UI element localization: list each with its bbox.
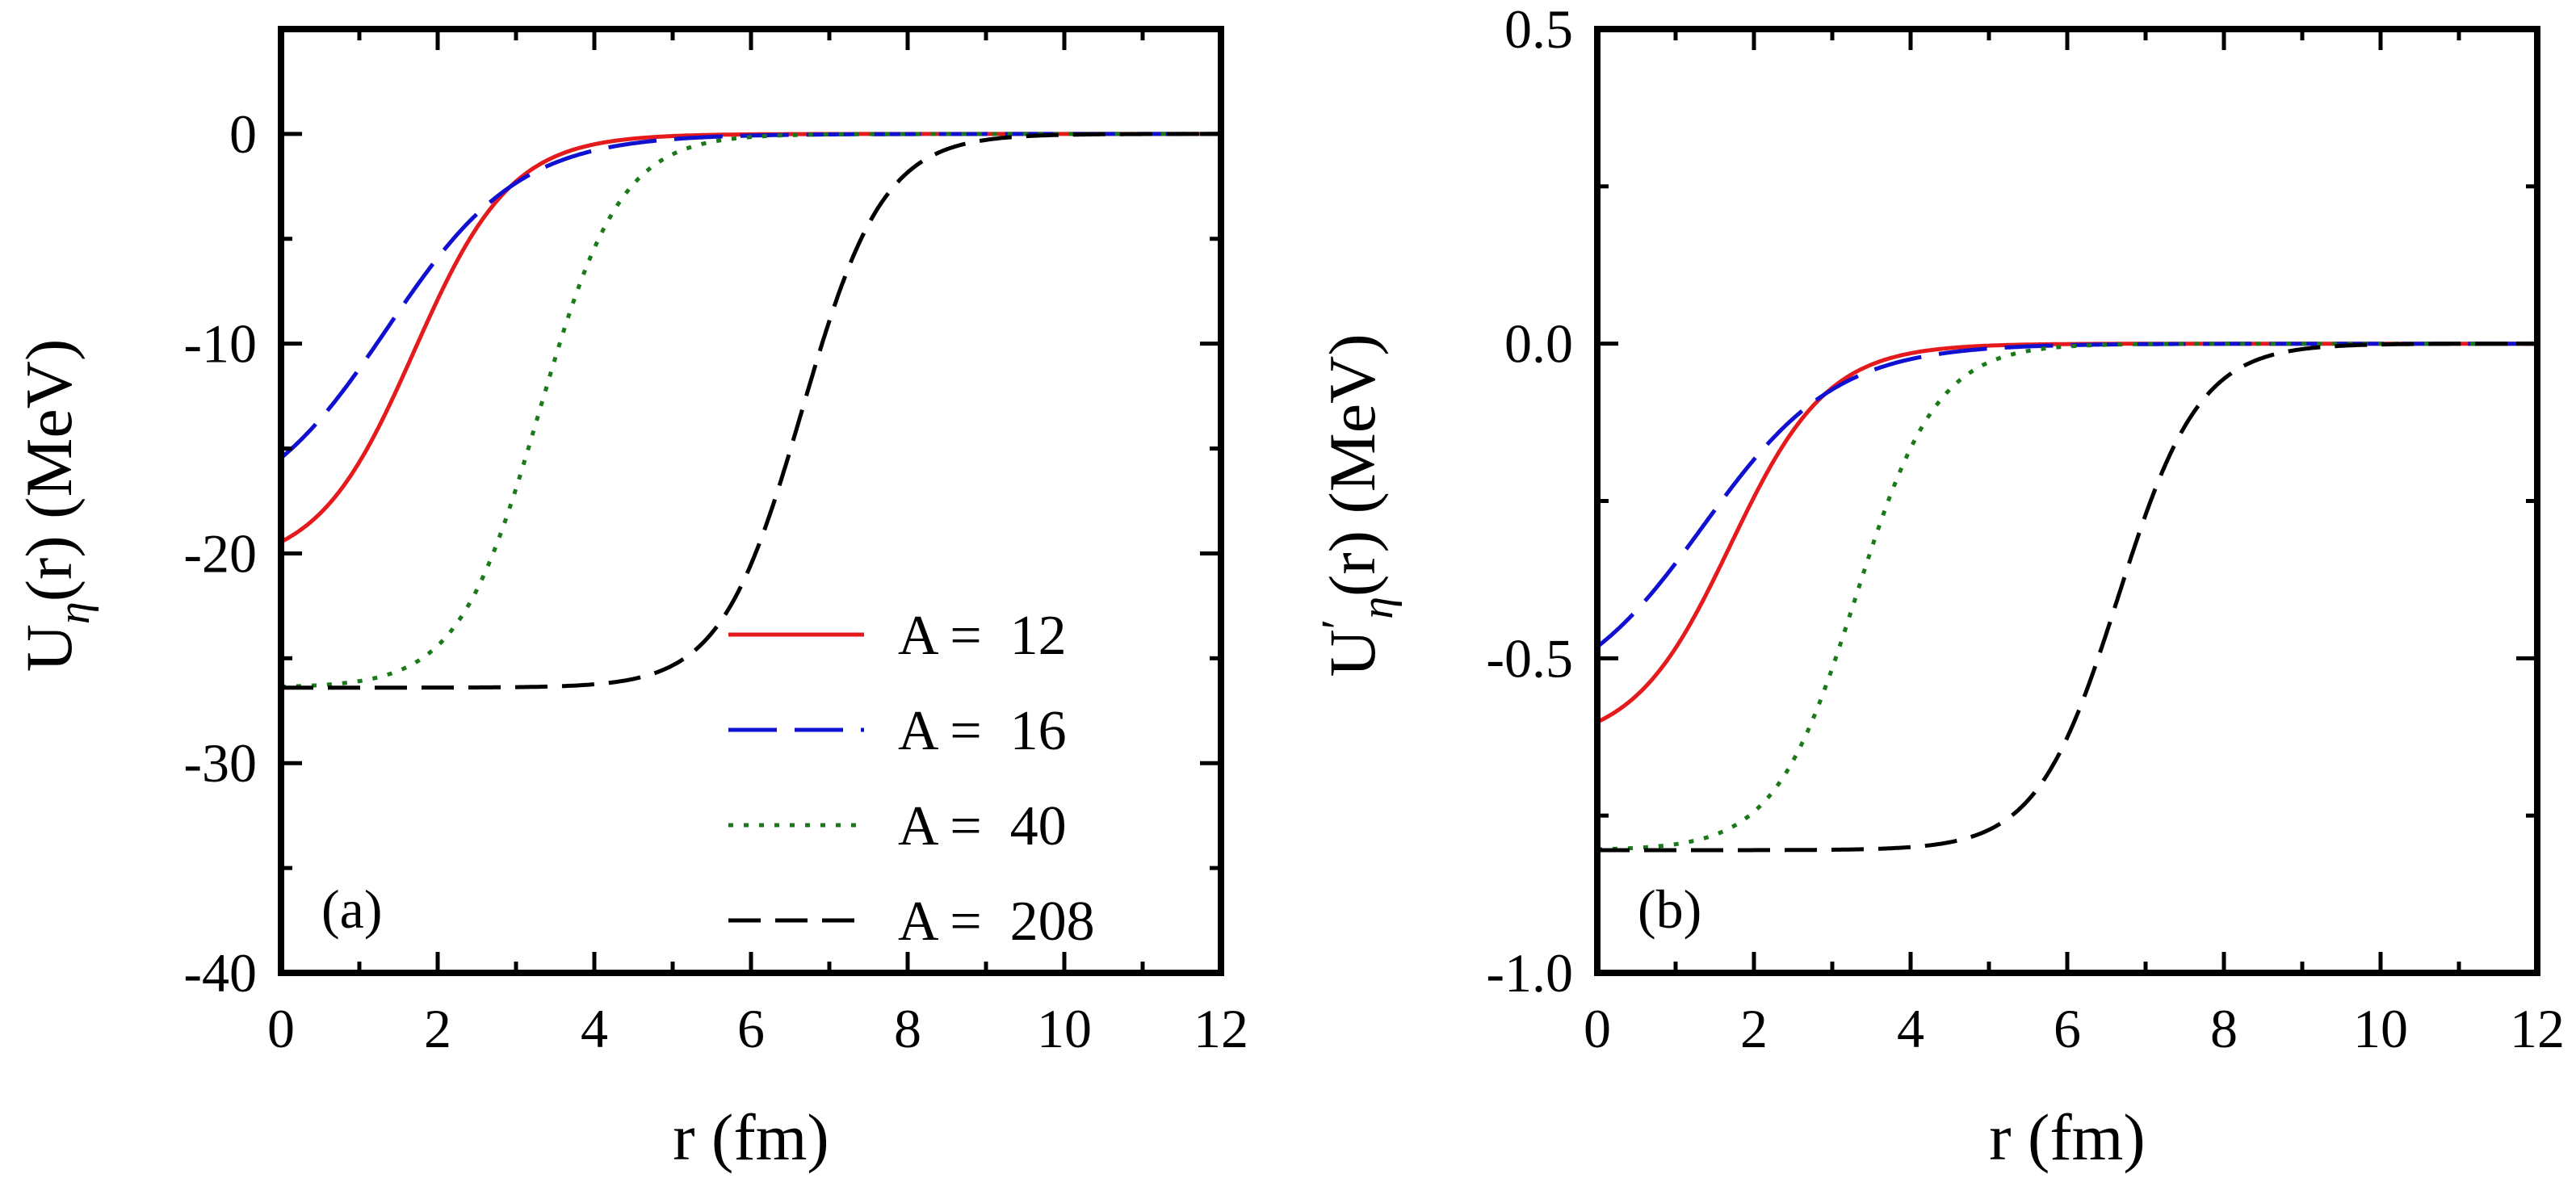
panel-a-ticks [279,27,1223,975]
panel-b-xtick-label: 0 [1584,998,1611,1059]
panel-b-series-line-1 [1596,342,2538,648]
panel-a-ytick-label: -30 [183,732,257,794]
panel-a-xtick-label: 4 [581,998,608,1059]
panel-a-ytick-labels: -40 -30 -20 -10 0 [183,103,257,1004]
panel-b-ytick-label: 0.0 [1504,313,1573,375]
panel-b-series-line-3 [1596,342,2538,853]
legend: A = 12 A = 16 A = 40 A = 208 [728,605,1095,953]
panel-a-ytick-label: 0 [229,103,257,165]
panel-b-x-axis-title: r (fm) [1989,1100,2146,1174]
panel-b-frame [1594,26,2540,976]
panel-b: 0 2 4 6 8 10 12 -1.0 -0.5 0.0 0.5 r (fm) U′η(r) (… [1311,0,2565,1174]
panel-a: 0 2 4 6 8 10 12 -40 -30 -20 -10 0 r (fm) Uη(r) (Me… [12,26,1248,1174]
panel-b-xtick-label: 8 [2210,998,2238,1059]
panel-b-xtick-label: 4 [1897,998,1924,1059]
panel-b-ytick-label: -1.0 [1486,942,1573,1004]
panel-a-series-line-0 [279,132,1222,544]
panel-a-xtick-label: 12 [1194,998,1248,1059]
panel-b-ytick-label: 0.5 [1504,0,1573,60]
panel-a-ytick-label: -40 [183,942,257,1004]
legend-label-3: A = 208 [898,891,1095,953]
panel-b-xtick-label: 2 [1740,998,1768,1059]
panel-a-xtick-label: 6 [737,998,765,1059]
panel-a-xtick-labels: 0 2 4 6 8 10 12 [267,998,1248,1059]
legend-label-1: A = 16 [898,700,1067,762]
panel-a-x-axis-title: r (fm) [673,1100,829,1174]
panel-a-series-line-1 [279,132,1222,460]
panel-b-ticks [1595,27,2540,975]
panel-b-tag: (b) [1638,878,1701,940]
panel-a-xtick-label: 2 [424,998,451,1059]
panel-a-ytick-label: -20 [183,522,257,584]
panel-a-ytick-label: -10 [183,313,257,375]
panel-b-xtick-label: 12 [2510,998,2565,1059]
legend-label-0: A = 12 [898,605,1067,667]
panel-b-series-line-0 [1596,342,2538,724]
panel-a-xtick-label: 10 [1037,998,1092,1059]
panel-b-ytick-label: -0.5 [1486,627,1573,689]
panel-a-xtick-label: 8 [894,998,921,1059]
panel-a-frame [278,26,1224,976]
panel-b-xtick-labels: 0 2 4 6 8 10 12 [1584,998,2565,1059]
panel-a-y-axis-title: Uη(r) (MeV) [12,339,99,673]
panel-a-series-line-2 [280,132,1222,689]
panel-a-series-line-3 [280,132,1222,690]
panel-b-curves [1596,342,2538,853]
panel-b-xtick-label: 10 [2353,998,2408,1059]
legend-label-2: A = 40 [898,795,1067,857]
panel-b-y-axis-title: U′η(r) (MeV) [1311,333,1403,677]
panel-a-xtick-label: 0 [267,998,295,1059]
panel-b-xtick-label: 6 [2054,998,2081,1059]
panel-b-series-line-2 [1596,342,2538,852]
panel-a-tag: (a) [321,878,382,940]
panel-b-ytick-labels: -1.0 -0.5 0.0 0.5 [1486,0,1573,1004]
panel-a-curves [279,132,1222,690]
